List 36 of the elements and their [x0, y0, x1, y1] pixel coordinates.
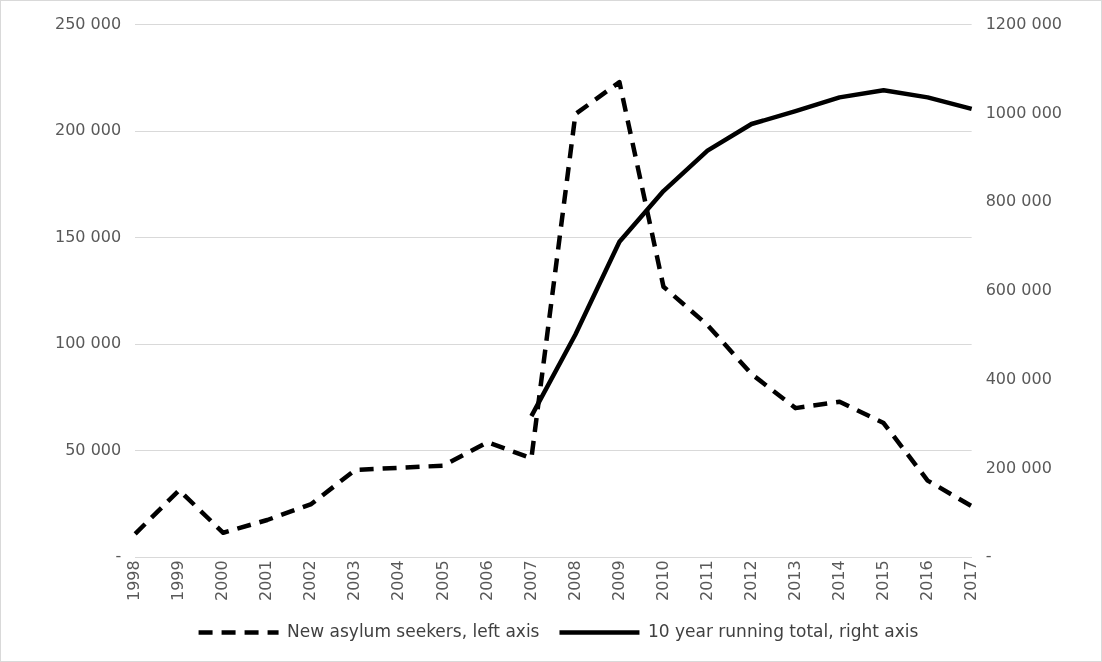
x-tick-label: 2003	[344, 560, 364, 601]
legend-label: 10 year running total, right axis	[647, 620, 919, 641]
y-tick-label: 200 000	[54, 120, 122, 140]
y-tick-label: 250 000	[54, 13, 122, 33]
x-tick-label: 1999	[168, 560, 188, 601]
y2-tick-label: 200 000	[985, 457, 1052, 477]
x-tick-label: 2013	[784, 560, 804, 601]
x-tick-label: 2012	[740, 560, 760, 601]
x-tick-label: 2016	[916, 560, 936, 601]
x-tick-label: 2010	[652, 560, 672, 601]
y-tick-label: 150 000	[54, 226, 122, 246]
x-tick-label: 2001	[256, 560, 276, 601]
y2-tick-label: 600 000	[985, 280, 1052, 300]
line-series	[132, 79, 974, 537]
x-tick-label: 2006	[476, 560, 496, 601]
x-tick-label: 1998	[124, 560, 144, 601]
y2-tick-label: 1200 000	[985, 13, 1062, 33]
y2-tick-label: 400 000	[985, 368, 1052, 388]
x-tick-label: 2014	[828, 560, 848, 601]
y2-tick-label: 800 000	[985, 191, 1052, 211]
y-tick-label: 100 000	[54, 333, 122, 353]
x-tick-label: 2008	[564, 560, 584, 601]
x-tick-label: 2009	[608, 560, 628, 601]
x-tick-label: 2017	[960, 560, 980, 601]
x-tick-label: 2005	[432, 560, 452, 601]
x-tick-label: 2002	[300, 560, 320, 601]
y-tick-label: 50 000	[65, 439, 122, 459]
y2-tick-label: -	[985, 546, 992, 566]
x-tick-label: 2011	[696, 560, 716, 601]
x-tick-label: 2004	[388, 560, 408, 601]
y-tick-label: -	[115, 546, 122, 566]
x-tick-label: 2007	[520, 560, 540, 601]
x-tick-label: 2015	[872, 560, 892, 601]
x-tick-label: 2000	[212, 560, 232, 601]
y2-tick-label: 1000 000	[985, 102, 1062, 122]
legend-label: New asylum seekers, left axis	[287, 620, 540, 641]
